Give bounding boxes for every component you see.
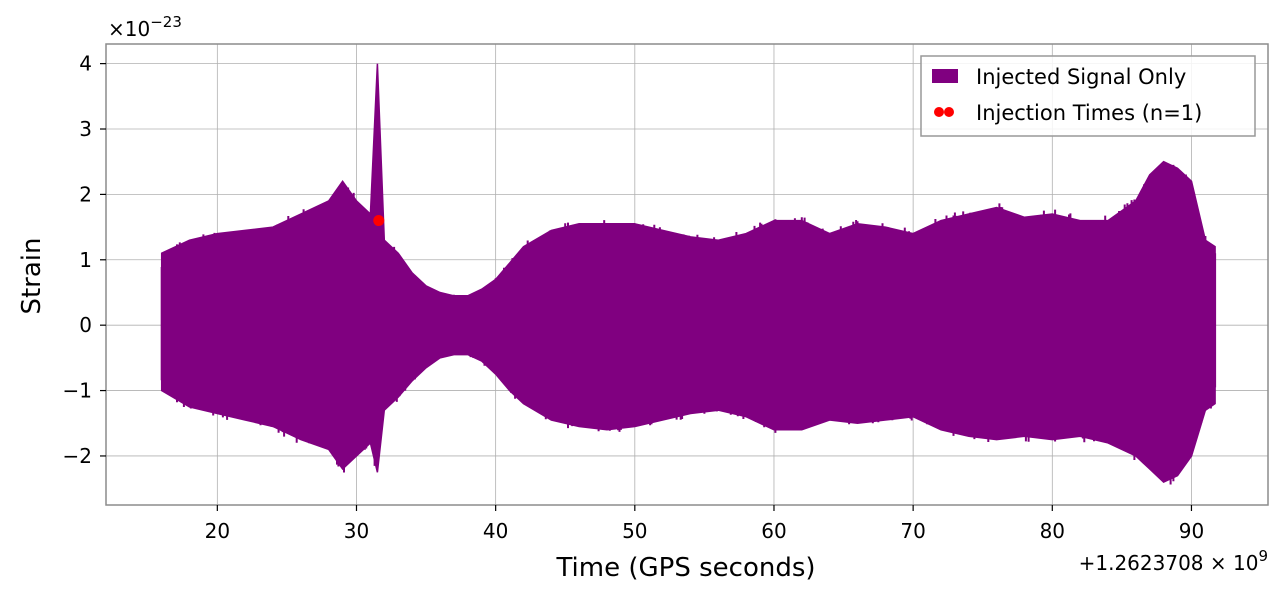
x-axis-offset: +1.2623708 × 109 xyxy=(1079,547,1268,575)
x-tick-label: 40 xyxy=(483,519,508,543)
legend-label-injection-times: Injection Times (n=1) xyxy=(976,101,1202,125)
signal-oscillation xyxy=(160,102,1217,485)
x-tick-label: 50 xyxy=(622,519,647,543)
y-axis-multiplier: ×10−23 xyxy=(108,13,182,41)
x-tick-label: 20 xyxy=(205,519,230,543)
plot-area xyxy=(160,63,1217,485)
y-tick-label: 2 xyxy=(79,182,92,206)
legend-marker-injection-times xyxy=(944,107,954,117)
plot-frame xyxy=(105,43,1269,506)
y-tick-label: −2 xyxy=(63,444,92,468)
x-tick-label: 90 xyxy=(1179,519,1204,543)
y-tick-label: 0 xyxy=(79,313,92,337)
legend-box xyxy=(920,55,1256,137)
injection-time-marker xyxy=(373,215,385,227)
y-tick-label: 3 xyxy=(79,117,92,141)
x-tick-label: 70 xyxy=(900,519,925,543)
y-tick-label: −1 xyxy=(63,379,92,403)
legend-marker-injection-times xyxy=(934,107,944,117)
y-tick-label: 4 xyxy=(79,52,92,76)
legend-swatch-injected-signal xyxy=(932,69,958,83)
legend: Injected Signal Only Injection Times (n=… xyxy=(920,55,1256,137)
x-axis-title: Time (GPS seconds) xyxy=(555,553,815,583)
y-tick-label: 1 xyxy=(79,248,92,272)
axis-ticks: 20 30 40 50 60 70 80 90 −2 −1 0 1 2 3 4 xyxy=(63,52,1205,543)
legend-label-injected-signal: Injected Signal Only xyxy=(976,65,1186,89)
x-tick-label: 80 xyxy=(1040,519,1065,543)
y-axis-title: Strain xyxy=(17,237,47,314)
x-tick-label: 60 xyxy=(761,519,786,543)
x-tick-label: 30 xyxy=(344,519,369,543)
